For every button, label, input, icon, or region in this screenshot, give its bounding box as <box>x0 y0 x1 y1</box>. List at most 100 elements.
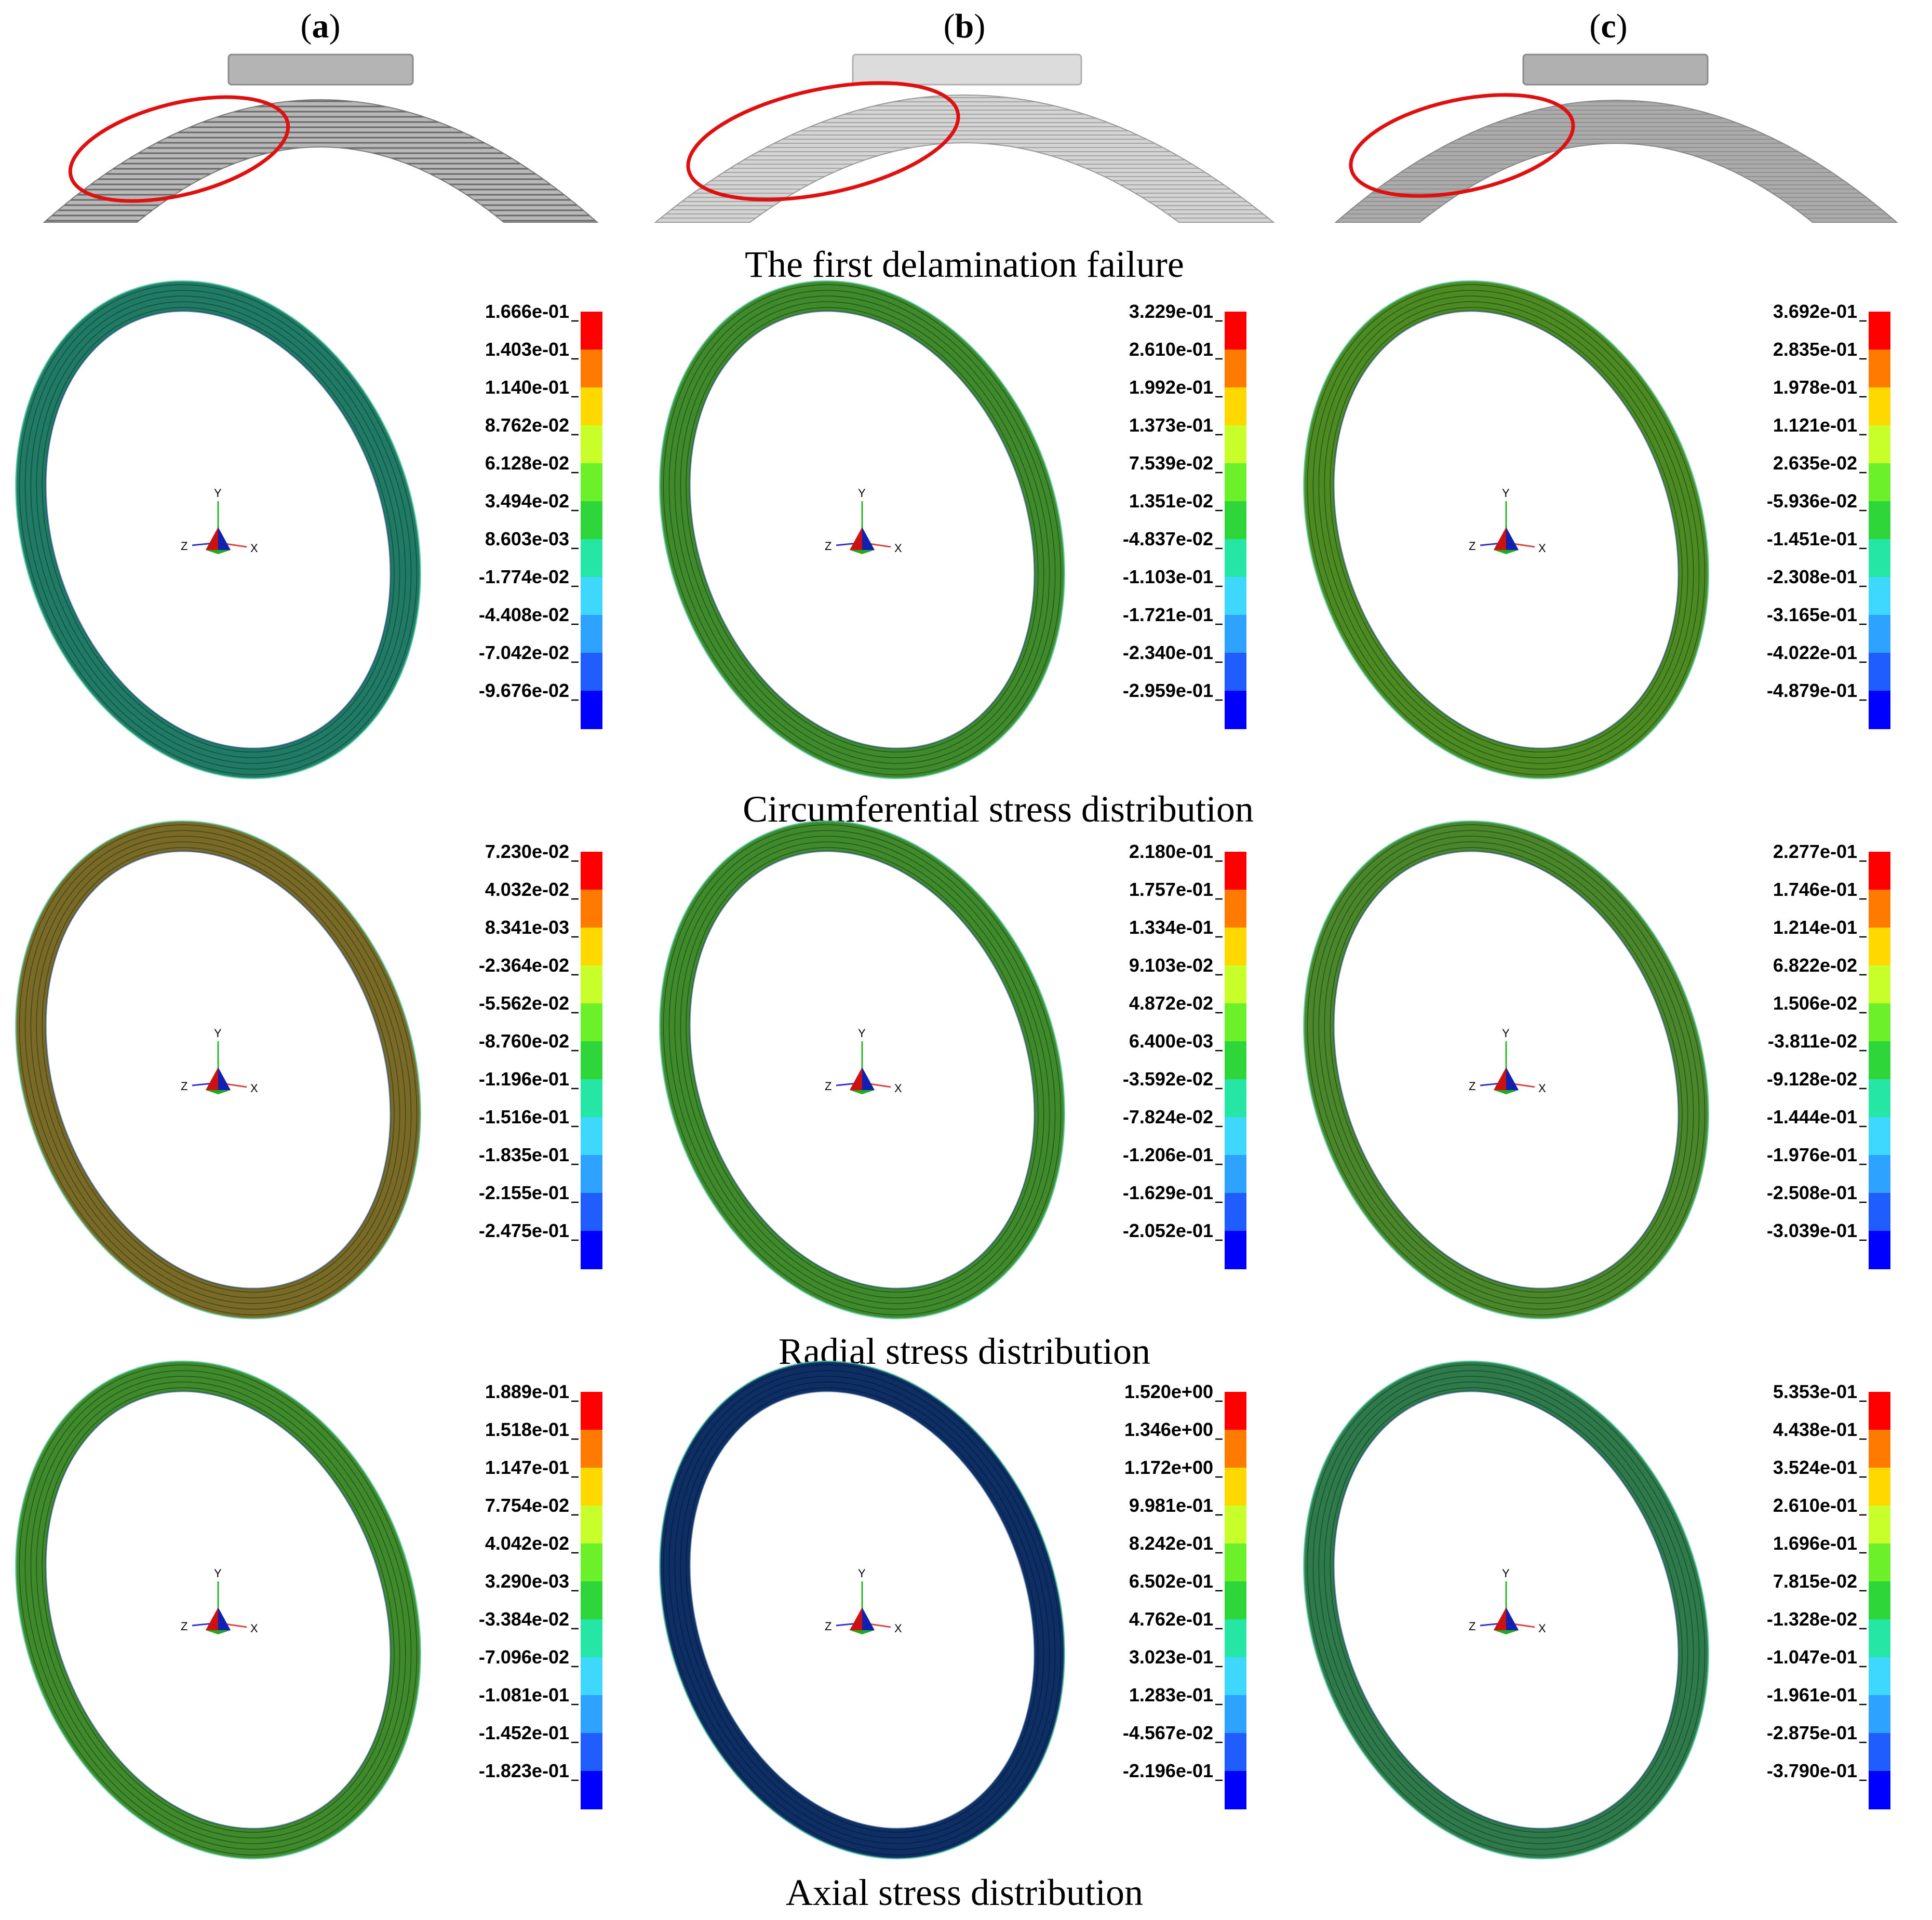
stress-ring: Y X Z <box>1303 1360 1710 1860</box>
legend-tick-label: -3.039e-01 <box>1767 1220 1857 1241</box>
legend-tick-label: -4.408e-02 <box>479 604 569 625</box>
legend-tick-label: 1.147e-01 <box>485 1457 569 1478</box>
y-axis-label: Y <box>214 1027 222 1040</box>
z-axis-label: Z <box>1469 540 1475 553</box>
x-axis-label: X <box>1538 542 1546 555</box>
y-axis-label: Y <box>214 1567 222 1580</box>
legend-tick-label: 3.692e-01 <box>1773 301 1857 322</box>
x-axis-label: X <box>250 542 258 555</box>
stress-ring: Y X Z <box>659 820 1066 1320</box>
legend-swatch <box>1225 350 1246 388</box>
legend-swatch <box>1869 387 1890 426</box>
legend-swatch <box>581 387 602 426</box>
ply-line <box>686 307 1039 753</box>
radial-stress-panel-a: Y X Z 7.230e-02 4.032e-02 8.341e-03 -2.364e-02… <box>15 820 602 1320</box>
axis-triad: Y X Z <box>1469 1567 1546 1635</box>
ply-line <box>686 1387 1039 1833</box>
legend-tick-label: -2.475e-01 <box>479 1220 569 1241</box>
legend-swatch <box>1869 1155 1890 1193</box>
legend-tick-label: -1.081e-01 <box>479 1684 569 1706</box>
ring-outer-edge <box>15 280 422 780</box>
legend-swatch <box>1869 425 1890 464</box>
triad-cone-red <box>1494 1067 1506 1090</box>
legend-tick-label: -1.103e-01 <box>1123 566 1213 587</box>
legend-tick-label: 2.277e-01 <box>1773 841 1857 862</box>
legend-swatch <box>1225 852 1246 890</box>
legend-tick-label: 6.502e-01 <box>1129 1570 1213 1592</box>
legend-tick-label: 7.754e-02 <box>485 1495 569 1516</box>
legend-swatch <box>1225 890 1246 928</box>
legend-swatch <box>581 1468 602 1506</box>
ply-line <box>19 824 418 1315</box>
legend-tick-label: -9.676e-02 <box>479 680 569 701</box>
legend-swatch <box>581 1079 602 1118</box>
legend-tick-label: 1.373e-01 <box>1129 414 1213 436</box>
legend-tick-label: 4.042e-02 <box>485 1533 569 1554</box>
ply-line <box>680 1381 1044 1838</box>
stress-ring: Y X Z <box>15 820 422 1320</box>
legend-swatch <box>1225 312 1246 350</box>
row-caption-axial: Axial stress distribution <box>786 1872 1143 1913</box>
failure-highlight-ellipse <box>1349 93 1575 198</box>
z-axis-label: Z <box>181 1080 187 1093</box>
legend-swatch <box>1869 463 1890 502</box>
color-legend: 1.666e-01 1.403e-01 1.140e-01 8.762e-02 6.12… <box>479 301 602 729</box>
legend-tick-label: -3.592e-02 <box>1123 1068 1213 1090</box>
legend-tick-label: -3.811e-02 <box>1768 1030 1857 1052</box>
color-legend: 1.889e-01 1.518e-01 1.147e-01 7.754e-02 4.04… <box>479 1381 602 1809</box>
ply-line <box>674 296 1050 764</box>
legend-swatch <box>581 653 602 691</box>
ring-inner-edge <box>689 1390 1036 1830</box>
legend-tick-label: 1.351e-02 <box>1129 490 1213 512</box>
legend-swatch <box>581 1581 602 1620</box>
stress-ring: Y X Z <box>15 1360 422 1860</box>
ply-line <box>24 830 412 1310</box>
legend-tick-label: 1.666e-01 <box>485 301 569 322</box>
ply-line <box>1318 836 1694 1304</box>
ring-inner-edge <box>1333 310 1680 749</box>
legend-swatch <box>1225 577 1246 615</box>
axis-triad: Y X Z <box>825 1567 902 1635</box>
stress-ring: Y X Z <box>1303 820 1710 1320</box>
triad-cone-green <box>1494 1630 1519 1634</box>
x-axis-label: X <box>894 1622 902 1635</box>
ply-line <box>42 1387 395 1833</box>
legend-swatch <box>1225 691 1246 729</box>
legend-tick-label: 2.610e-01 <box>1129 339 1213 360</box>
stress-ring: Y X Z <box>1303 280 1710 780</box>
triad-cone-blue <box>862 1067 875 1090</box>
legend-tick-label: -7.824e-02 <box>1123 1106 1213 1127</box>
legend-tick-label: 2.180e-01 <box>1129 841 1213 862</box>
legend-swatch <box>1225 1231 1246 1269</box>
legend-tick-label: -1.451e-01 <box>1767 528 1857 549</box>
ply-line <box>30 836 406 1304</box>
triad-cone-blue <box>1506 1607 1519 1630</box>
legend-tick-label: 2.835e-01 <box>1773 339 1857 360</box>
legend-tick-label: -7.096e-02 <box>479 1646 569 1668</box>
legend-tick-label: -1.835e-01 <box>479 1144 569 1165</box>
legend-tick-label: 1.978e-01 <box>1773 377 1857 398</box>
legend-swatch <box>1869 965 1890 1004</box>
legend-swatch <box>1225 1771 1246 1809</box>
delamination-panel-b <box>654 53 1275 223</box>
ring-body <box>16 281 421 778</box>
legend-tick-label: 7.230e-02 <box>485 841 569 862</box>
circ-stress-panel-a: Y X Z 1.666e-01 1.403e-01 1.140e-01 8.762e-02 6… <box>15 280 602 780</box>
ply-line <box>668 1370 1056 1850</box>
triad-cone-green <box>1494 550 1519 554</box>
legend-swatch <box>581 350 602 388</box>
legend-swatch <box>1869 1041 1890 1080</box>
z-axis-label: Z <box>825 1620 831 1633</box>
legend-tick-label: -4.837e-02 <box>1123 528 1213 549</box>
ring-inner-edge <box>689 310 1036 749</box>
legend-tick-label: -5.562e-02 <box>479 992 569 1014</box>
legend-tick-label: 8.242e-01 <box>1129 1533 1213 1554</box>
triad-cone-red <box>206 1067 218 1090</box>
ply-line <box>663 824 1062 1315</box>
legend-swatch <box>1869 539 1890 578</box>
legend-tick-label: 6.128e-02 <box>485 452 569 474</box>
z-axis-label: Z <box>825 1080 831 1093</box>
legend-swatch <box>1225 463 1246 502</box>
legend-swatch <box>581 852 602 890</box>
legend-swatch <box>581 1231 602 1269</box>
